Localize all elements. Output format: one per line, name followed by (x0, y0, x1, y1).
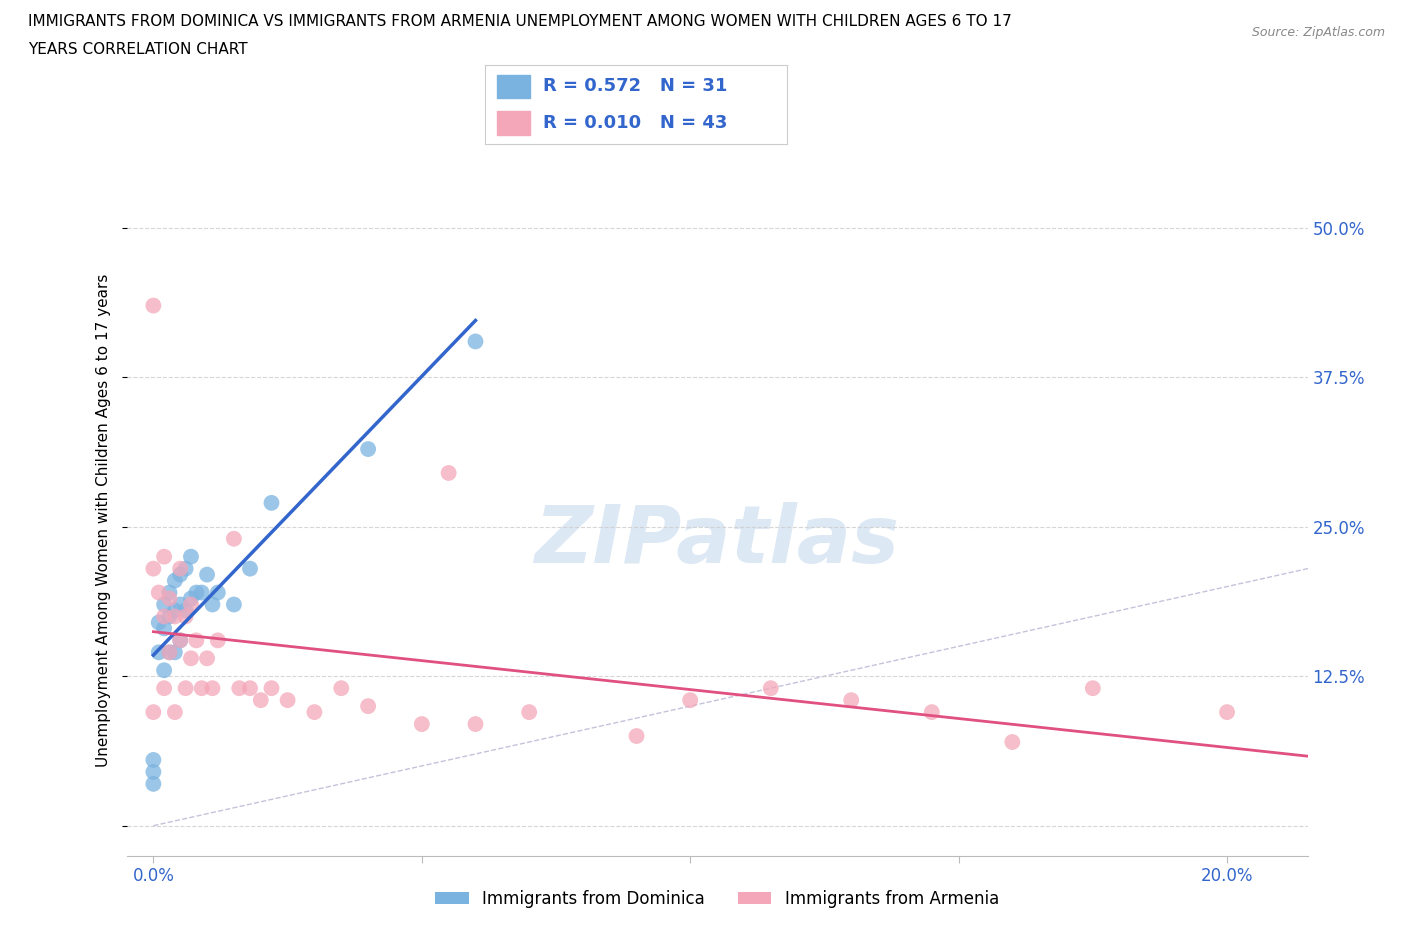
Point (159, 644, 181, 659)
Point (260, 681, 283, 696)
Point (159, 609, 181, 624)
Point (153, 663, 176, 678)
Point (239, 681, 262, 696)
Point (153, 621, 176, 636)
Point (195, 567, 218, 582)
Bar (498, 111, 530, 135)
Point (1216, 705, 1239, 720)
Point (201, 681, 224, 696)
Point (195, 651, 218, 666)
Point (153, 550, 176, 565)
Text: Source: ZipAtlas.com: Source: ZipAtlas.com (1251, 26, 1385, 39)
Y-axis label: Unemployment Among Women with Children Ages 6 to 17 years: Unemployment Among Women with Children A… (96, 274, 111, 767)
Point (148, 644, 170, 659)
Point (169, 567, 191, 582)
Point (163, 609, 186, 624)
Point (163, 603, 186, 618)
Point (190, 681, 212, 696)
Point (228, 681, 250, 696)
Bar (498, 74, 530, 99)
Point (249, 693, 271, 708)
Legend: Immigrants from Dominica, Immigrants from Armenia: Immigrants from Dominica, Immigrants fro… (429, 883, 1005, 914)
Point (222, 597, 245, 612)
Point (142, 752, 165, 767)
Point (142, 777, 165, 791)
Point (679, 693, 702, 708)
Point (207, 633, 229, 648)
Point (186, 633, 208, 648)
Point (142, 299, 165, 313)
Point (260, 496, 283, 511)
Point (304, 705, 326, 720)
Text: IMMIGRANTS FROM DOMINICA VS IMMIGRANTS FROM ARMENIA UNEMPLOYMENT AMONG WOMEN WIT: IMMIGRANTS FROM DOMINICA VS IMMIGRANTS F… (28, 14, 1012, 29)
Point (174, 561, 197, 576)
Point (759, 681, 782, 696)
Point (174, 681, 197, 696)
Point (169, 561, 191, 576)
Text: R = 0.572   N = 31: R = 0.572 N = 31 (543, 77, 727, 96)
Point (1001, 735, 1024, 750)
Point (357, 442, 380, 457)
Point (169, 633, 191, 648)
Point (517, 705, 540, 720)
Text: YEARS CORRELATION CHART: YEARS CORRELATION CHART (28, 42, 247, 57)
Text: R = 0.010   N = 43: R = 0.010 N = 43 (543, 113, 727, 132)
Point (277, 693, 299, 708)
Point (142, 764, 165, 779)
Point (357, 698, 380, 713)
Point (411, 717, 433, 732)
Point (159, 644, 181, 659)
Point (839, 693, 862, 708)
Point (921, 705, 943, 720)
Point (201, 597, 224, 612)
Point (174, 609, 197, 624)
Point (437, 466, 460, 481)
Point (163, 644, 186, 659)
Point (180, 597, 202, 612)
Point (1081, 681, 1104, 696)
Text: ZIPatlas: ZIPatlas (534, 502, 900, 580)
Point (464, 334, 486, 349)
Point (169, 633, 191, 648)
Point (148, 615, 170, 630)
Point (190, 585, 212, 600)
Point (153, 609, 176, 624)
Point (153, 681, 176, 696)
Point (163, 705, 186, 720)
Point (180, 550, 202, 565)
Point (180, 651, 202, 666)
Point (180, 591, 202, 606)
Point (174, 603, 197, 618)
Point (142, 561, 165, 576)
Point (239, 561, 262, 576)
Point (207, 585, 229, 600)
Point (163, 573, 186, 588)
Point (626, 728, 648, 743)
Point (153, 597, 176, 612)
Point (159, 585, 181, 600)
Point (464, 717, 486, 732)
Point (169, 597, 191, 612)
Point (330, 681, 353, 696)
Point (159, 591, 181, 606)
Point (186, 585, 208, 600)
Point (148, 585, 170, 600)
Point (142, 705, 165, 720)
Point (222, 531, 245, 546)
